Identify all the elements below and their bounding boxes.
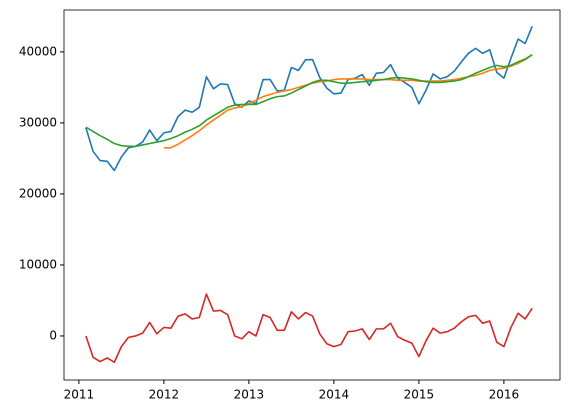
line-series xyxy=(85,54,533,148)
y-tick-label: 10000 xyxy=(19,257,57,271)
x-tick-label: 2014 xyxy=(319,388,350,402)
x-tick-label: 2011 xyxy=(64,388,95,402)
y-tick-label: 30000 xyxy=(19,115,57,129)
x-tick-label: 2013 xyxy=(234,388,265,402)
line-series xyxy=(85,26,533,172)
line-series xyxy=(163,54,533,149)
y-tick-label: 40000 xyxy=(19,44,57,58)
x-tick-label: 2016 xyxy=(489,388,520,402)
line-series xyxy=(85,293,533,364)
y-tick-label: 0 xyxy=(49,328,57,342)
plot-frame xyxy=(63,9,561,381)
x-tick-label: 2012 xyxy=(149,388,180,402)
x-tick-label: 2015 xyxy=(404,388,435,402)
y-tick-label: 20000 xyxy=(19,186,57,200)
